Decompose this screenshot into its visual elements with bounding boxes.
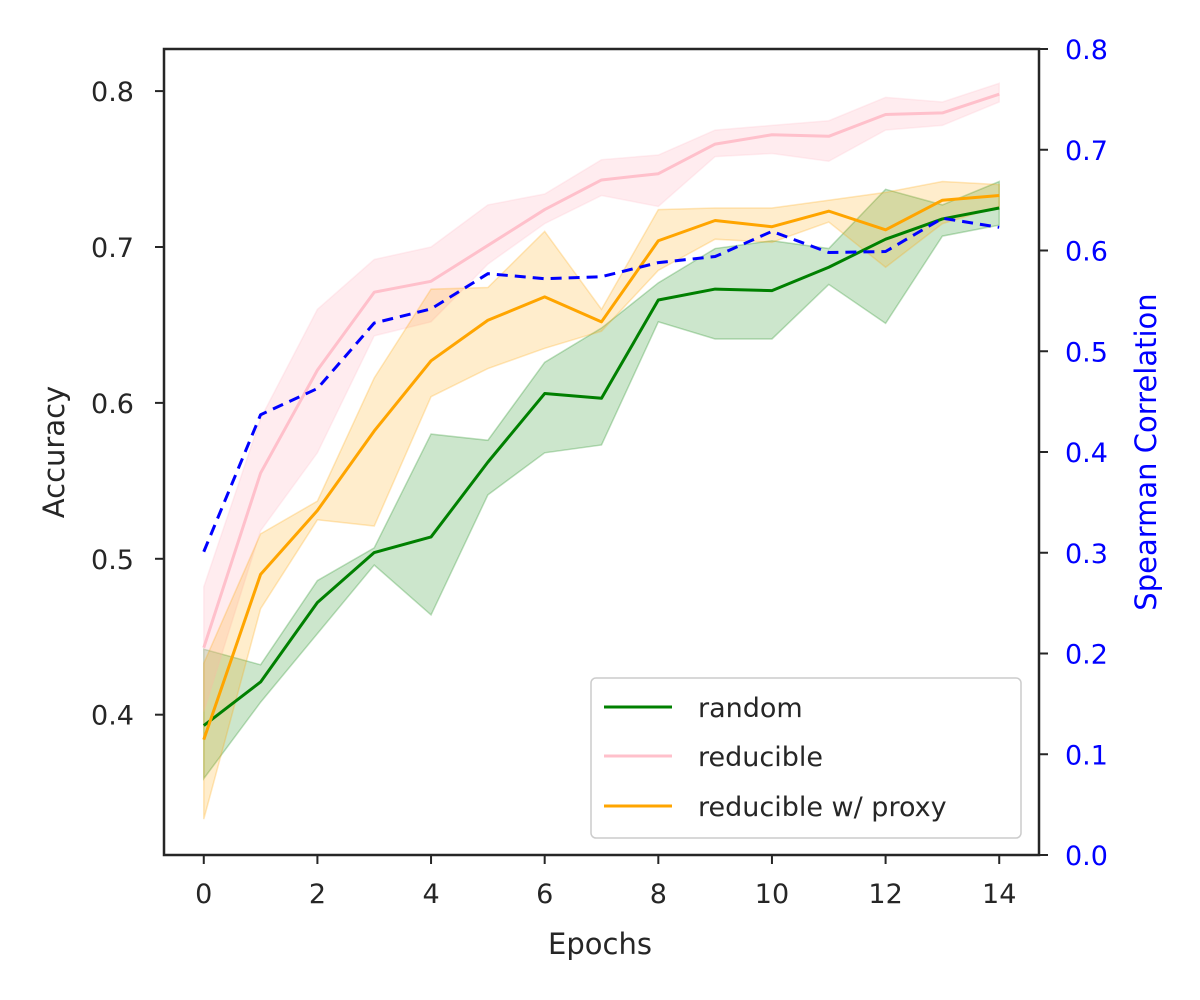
x-tick-label: 4: [422, 879, 439, 910]
y-tick-label: 0.5: [91, 545, 134, 576]
line-random: [202, 206, 1000, 727]
x-tick-label: 12: [868, 879, 902, 910]
y-tick-label: 0.4: [91, 701, 134, 732]
band-reducible-w-proxy: [203, 180, 1000, 820]
legend-label-reducible-proxy: reducible w/ proxy: [698, 792, 947, 823]
y-axis-right-ticks: 0.0 0.1 0.2 0.3 0.4 0.5 0.6 0.7 0.8: [1039, 35, 1108, 872]
legend: random reducible reducible w/ proxy: [590, 677, 1022, 839]
line-reducible-w-proxy: [202, 194, 1000, 741]
y-tick-label: 0.8: [91, 77, 134, 108]
x-tick-label: 0: [195, 879, 212, 910]
x-tick-label: 2: [309, 879, 326, 910]
y-right-tick-label: 0.4: [1065, 438, 1108, 469]
band-random: [203, 180, 1000, 781]
y-right-tick-label: 0.3: [1065, 539, 1108, 570]
x-axis-ticks: 0 2 4 6 8 10 12 14: [195, 855, 1016, 910]
x-axis-title: Epochs: [548, 927, 652, 961]
y-right-tick-label: 0.8: [1065, 35, 1108, 66]
band-reducible: [203, 82, 1000, 712]
x-tick-label: 8: [650, 879, 667, 910]
y-right-tick-label: 0.6: [1065, 237, 1108, 268]
legend-label-random: random: [698, 693, 803, 724]
y-axis-right-title: Spearman Correlation: [1129, 293, 1163, 610]
y-axis-left-title: Accuracy: [37, 386, 71, 518]
y-tick-label: 0.6: [91, 389, 134, 420]
confidence-bands: [203, 82, 1000, 820]
x-tick-label: 10: [755, 879, 789, 910]
line-reducible: [202, 92, 1000, 649]
x-tick-label: 6: [536, 879, 553, 910]
y-right-tick-label: 0.0: [1065, 841, 1108, 872]
legend-label-reducible: reducible: [698, 742, 823, 773]
series-lines: [202, 92, 1000, 741]
y-right-tick-label: 0.5: [1065, 337, 1108, 368]
line-spearman: [202, 216, 1000, 553]
y-axis-left-ticks: 0.4 0.5 0.6 0.7 0.8: [91, 77, 164, 732]
legend-box: [590, 677, 1022, 839]
y-tick-label: 0.7: [91, 233, 134, 264]
y-right-tick-label: 0.1: [1065, 740, 1108, 771]
y-right-tick-label: 0.2: [1065, 640, 1108, 671]
y-right-tick-label: 0.7: [1065, 136, 1108, 167]
x-tick-label: 14: [982, 879, 1016, 910]
